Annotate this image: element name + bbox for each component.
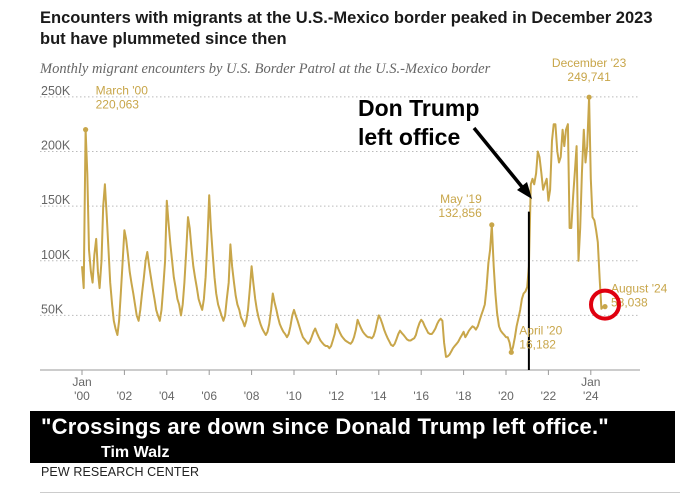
x-tick-label: '20 [498, 389, 514, 403]
annotation-dot [586, 94, 592, 100]
annotation-label: March '00 [96, 84, 149, 98]
chart-title: Encounters with migrants at the U.S.-Mex… [40, 9, 653, 48]
grid-lines [40, 96, 640, 316]
annotation-label: August '24 [611, 282, 668, 296]
overlay-text-line1: Don Trump [358, 95, 479, 121]
x-tick-label: '12 [329, 389, 345, 403]
y-tick-label: 50K [41, 302, 64, 316]
annotation-dot [602, 304, 608, 310]
y-tick-label: 100K [41, 248, 71, 262]
x-tick-label: '18 [456, 389, 472, 403]
overlay-arrow-shaft [472, 126, 529, 195]
quote-banner: "Crossings are down since Donald Trump l… [30, 411, 675, 463]
bottom-divider [40, 492, 680, 493]
x-axis: Jan '00 '02 '04 '06 '08 '10 '12 '14 '16 '18 '20 '22 J… [40, 369, 640, 403]
annotation-dot [83, 127, 89, 133]
annotation-dot [508, 349, 514, 355]
y-tick-label: 200K [41, 139, 71, 153]
chart-subtitle: Monthly migrant encounters by U.S. Borde… [40, 61, 491, 77]
y-tick-label: 150K [41, 193, 71, 207]
x-tick-label: Jan '24 [581, 375, 600, 403]
x-tick-label: '08 [244, 389, 260, 403]
x-tick-label: '16 [413, 389, 429, 403]
series-line [81, 96, 605, 358]
x-tick-label: '10 [286, 389, 302, 403]
overlay-arrow-head [517, 182, 532, 199]
y-axis: 50K 100K 150K 200K 250K [41, 84, 71, 316]
highlight-circle [589, 288, 621, 321]
source-credit: PEW RESEARCH CENTER [41, 465, 200, 479]
annotation-dot [489, 222, 495, 228]
annotation-value: 249,741 [567, 70, 611, 84]
annotation-value: 220,063 [96, 98, 140, 112]
x-tick-label: '06 [201, 389, 217, 403]
x-tick-label: '04 [159, 389, 175, 403]
quote-author: Tim Walz [101, 444, 170, 461]
annotation-value: 16,182 [519, 337, 556, 351]
overlay-group: Don Trump left office [358, 95, 532, 199]
quote-text: "Crossings are down since Donald Trump l… [41, 414, 609, 439]
y-tick-label: 250K [41, 84, 71, 98]
annotation-label: May '19 [440, 192, 482, 206]
annotation-label: December '23 [552, 56, 627, 70]
overlay-text-line2: left office [358, 124, 460, 150]
annotation-label: April '20 [519, 323, 562, 337]
x-tick-label: '02 [117, 389, 133, 403]
x-tick-label: '22 [541, 389, 557, 403]
x-tick-label: '14 [371, 389, 387, 403]
x-tick-label: Jan '00 [72, 375, 91, 403]
annotation-value: 132,856 [438, 206, 482, 220]
series-group [81, 96, 605, 358]
